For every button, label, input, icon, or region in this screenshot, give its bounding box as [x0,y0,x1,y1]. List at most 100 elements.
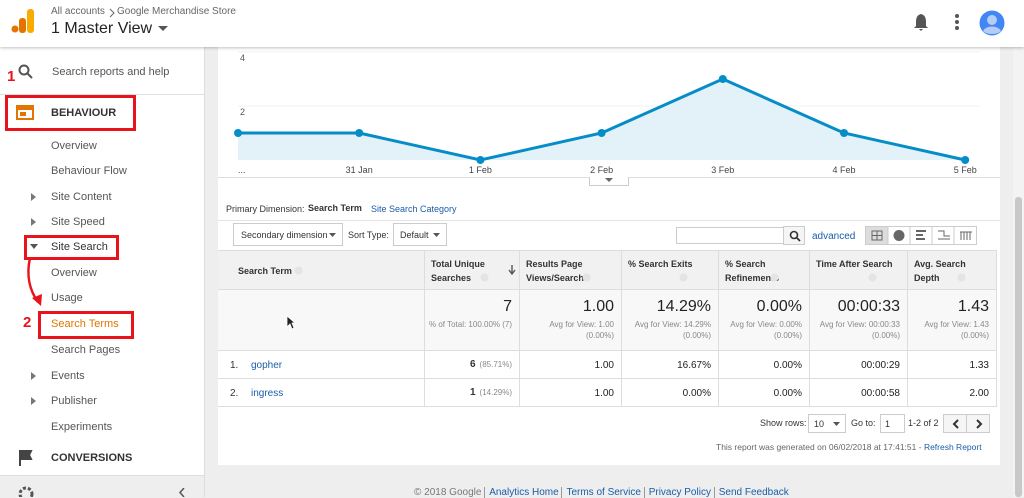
search-term-link[interactable]: gopher [251,360,283,371]
notifications-icon[interactable] [913,13,929,31]
x-tick-label: 5 Feb [954,165,977,175]
nav-item[interactable]: Overview [51,267,97,279]
nav-item[interactable]: Experiments [51,421,113,433]
expand-arrow [31,193,36,201]
show-rows-label: Show rows: [760,418,807,428]
footer-link[interactable]: Send Feedback [713,487,789,498]
column-header[interactable]: % Search Exits [622,250,719,290]
help-icon[interactable] [679,273,688,282]
breadcrumb[interactable]: All accounts [51,6,105,17]
collapse-sidebar[interactable] [178,488,186,497]
button-label: Secondary dimension [241,230,328,240]
chart-toggle[interactable] [589,177,629,186]
help-icon[interactable] [770,273,779,282]
column-header[interactable]: Search Term [218,250,425,290]
total-value: 1.43 [957,298,989,315]
metric-cell: 16.67% [677,360,711,371]
refresh-link[interactable]: Refresh Report [923,442,982,452]
nav-item[interactable]: Site Content [51,191,112,203]
footer-link[interactable]: Analytics Home [484,487,559,498]
prev-page[interactable] [943,414,967,433]
search-term-link[interactable]: ingress [251,388,284,399]
total-note: Avg for View: 1.00 (0.00%) [549,320,614,340]
nav-item[interactable]: Overview [51,140,97,152]
menu-icon[interactable] [953,13,961,31]
column-header[interactable]: Results Page Views/Search [520,250,622,290]
point [597,129,606,137]
dimension-option[interactable]: Search Term [308,203,362,213]
totals-cell [425,290,520,351]
next-page[interactable] [966,414,990,433]
nav-item[interactable]: Site Search [51,241,108,253]
help-icon[interactable] [480,273,489,282]
x-tick-label: 4 Feb [832,165,855,175]
input-value: 1 [885,419,891,429]
breadcrumb-chevron [109,8,115,18]
nav-item-active[interactable]: Search Terms [51,318,119,330]
nav-item[interactable]: Events [51,370,85,382]
nav-section[interactable]: CONVERSIONS [51,452,133,464]
total-note: Avg for View: 1.43 (0.00%) [924,320,989,340]
search-reports[interactable]: Search reports and help [52,66,170,78]
column-header[interactable]: Avg. Search Depth [908,250,997,290]
nav-item[interactable]: Site Speed [51,216,105,228]
avatar[interactable] [979,10,1005,36]
metric-cell: 2.00 [969,388,989,399]
dimension-label: Primary Dimension: [226,204,305,214]
table-cell [622,351,719,379]
footer-link[interactable]: Terms of Service [561,487,641,498]
view-selector[interactable]: 1 Master View [51,20,153,37]
nav-item[interactable]: Behaviour Flow [51,165,127,177]
total-value: 14.29% [656,298,711,315]
help-icon[interactable] [294,266,303,275]
total-note: % of Total: 100.00% (7) [429,320,513,329]
annotation-arrow [27,257,42,306]
report-note-text: This report was generated on 06/02/2018 … [716,442,922,452]
select-value: 10 [814,419,825,429]
secondary-dimension-button[interactable]: Secondary dimension [233,223,343,246]
goto-input[interactable]: 1 [880,414,905,433]
help-icon[interactable] [582,273,591,282]
view-caret[interactable] [158,26,168,32]
nav-section[interactable]: BEHAVIOUR [51,107,117,119]
sort-arrow[interactable] [508,265,516,275]
sort-type-button[interactable]: Default [393,223,447,246]
goto-label: Go to: [851,418,876,428]
table-search-input[interactable] [676,227,784,244]
point [355,129,364,137]
nav-item[interactable]: Search Pages [51,344,121,356]
footer-link[interactable]: Privacy Policy [643,487,711,498]
dimension-option[interactable]: Site Search Category [371,204,457,214]
report-note: This report was generated on 06/02/2018 … [716,442,982,452]
help-icon[interactable] [868,273,877,282]
advanced-link[interactable]: advanced [812,231,856,242]
nav-item[interactable]: Publisher [51,395,97,407]
x-tick-label: 3 Feb [711,165,734,175]
searches: 6 [469,359,476,370]
totals-cell [719,290,810,351]
table-cell [520,379,622,407]
view-toggles[interactable] [865,226,977,245]
column-header[interactable]: Total Unique Searches [425,250,520,290]
totals-cell [520,290,622,351]
column-header[interactable]: Time After Search [810,250,908,290]
x-tick-label: 2 Feb [590,165,613,175]
rows-select[interactable]: 10 [808,414,846,433]
column-header[interactable]: % Search Refinements [719,250,810,290]
help-icon[interactable] [957,273,966,282]
table-cell [622,379,719,407]
breadcrumb[interactable]: Google Merchandise Store [117,6,236,17]
total-value: 00:00:33 [837,298,900,315]
nav-item[interactable]: Usage [51,292,83,304]
table-cell [520,351,622,379]
x-tick-label: 1 Feb [469,165,492,175]
table-search-button[interactable] [783,226,805,245]
y-tick-label: 4 [240,53,245,63]
searches-cell: 1 (14.29%) [425,387,512,398]
settings-icon[interactable] [18,486,34,497]
table-cell [810,351,908,379]
divider [0,94,204,95]
sidebar-footer [0,475,204,498]
point [718,75,727,83]
totals-cell [218,290,425,351]
